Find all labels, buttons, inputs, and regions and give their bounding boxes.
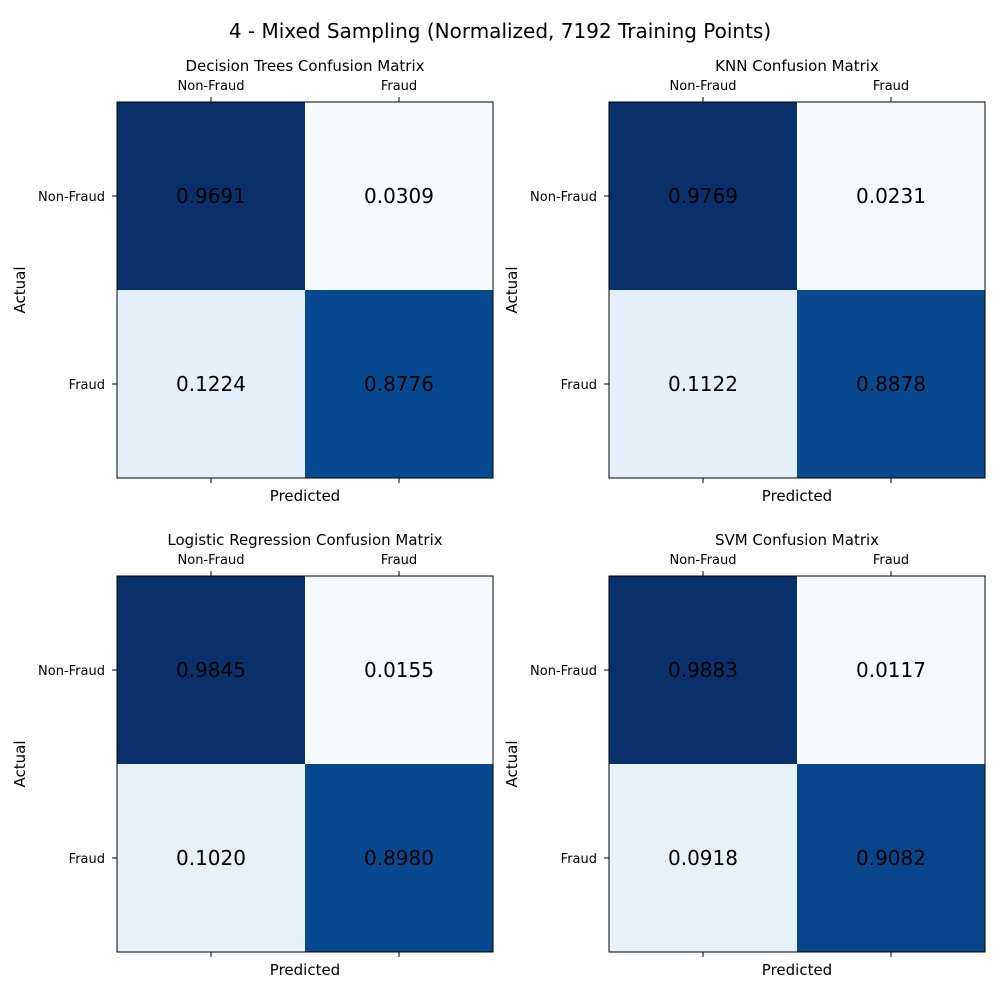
heatmap-cell bbox=[117, 764, 305, 952]
cell-value-label: 0.9691 bbox=[176, 184, 246, 208]
x-axis-label: Predicted bbox=[270, 487, 340, 505]
axes-frame bbox=[608, 575, 986, 953]
x-tick-label: Non-Fraud bbox=[670, 553, 737, 568]
cell-value-label: 0.0155 bbox=[364, 658, 434, 682]
chart-title: SVM Confusion Matrix bbox=[715, 531, 879, 549]
heatmap-cell bbox=[797, 576, 985, 764]
cell-value-label: 0.0309 bbox=[364, 184, 434, 208]
confusion-matrix-panel: 0.9769 0.0231 0.1122 0.8878 Non-Fraud Fraud No… bbox=[503, 57, 986, 505]
chart-title: Logistic Regression Confusion Matrix bbox=[167, 531, 442, 549]
axes-frame bbox=[608, 101, 986, 479]
x-tick-label: Fraud bbox=[873, 79, 909, 94]
y-axis-label: Actual bbox=[503, 267, 521, 314]
y-tick-label: Fraud bbox=[561, 378, 597, 393]
heatmap-cell bbox=[305, 102, 493, 290]
heatmap-cell bbox=[609, 764, 797, 952]
heatmap-cell bbox=[797, 764, 985, 952]
x-tick-label: Non-Fraud bbox=[670, 79, 737, 94]
heatmap-cell bbox=[797, 290, 985, 478]
cell-value-label: 0.9769 bbox=[668, 184, 738, 208]
y-tick-label: Non-Fraud bbox=[530, 190, 597, 205]
cell-value-label: 0.9845 bbox=[176, 658, 246, 682]
heatmap-cell bbox=[305, 576, 493, 764]
heatmap-cell bbox=[305, 764, 493, 952]
cell-value-label: 0.9883 bbox=[668, 658, 738, 682]
y-tick-label: Fraud bbox=[69, 378, 105, 393]
confusion-matrix-panel: 0.9691 0.0309 0.1224 0.8776 Non-Fraud Fraud No… bbox=[11, 57, 494, 505]
y-axis-label: Actual bbox=[503, 741, 521, 788]
chart-title: KNN Confusion Matrix bbox=[715, 57, 879, 75]
cell-value-label: 0.1224 bbox=[176, 372, 246, 396]
heatmap-cell bbox=[609, 576, 797, 764]
cell-value-label: 0.0918 bbox=[668, 846, 738, 870]
heatmap-cell bbox=[117, 290, 305, 478]
cell-value-label: 0.9082 bbox=[856, 846, 926, 870]
x-tick-label: Non-Fraud bbox=[178, 79, 245, 94]
cell-value-label: 0.0231 bbox=[856, 184, 926, 208]
axes-frame bbox=[116, 101, 494, 479]
y-tick-label: Fraud bbox=[561, 852, 597, 867]
figure-title: 4 - Mixed Sampling (Normalized, 7192 Tra… bbox=[229, 19, 771, 43]
cell-value-label: 0.8980 bbox=[364, 846, 434, 870]
x-axis-label: Predicted bbox=[762, 961, 832, 979]
x-tick-label: Non-Fraud bbox=[178, 553, 245, 568]
cell-value-label: 0.8878 bbox=[856, 372, 926, 396]
y-axis-label: Actual bbox=[11, 741, 29, 788]
x-tick-label: Fraud bbox=[381, 553, 417, 568]
y-axis-label: Actual bbox=[11, 267, 29, 314]
cell-value-label: 0.1020 bbox=[176, 846, 246, 870]
heatmap-cell bbox=[117, 102, 305, 290]
heatmap-cell bbox=[609, 102, 797, 290]
y-tick-label: Non-Fraud bbox=[38, 190, 105, 205]
confusion-matrix-panel: 0.9883 0.0117 0.0918 0.9082 Non-Fraud Fraud No… bbox=[503, 531, 986, 979]
confusion-matrix-panel: 0.9845 0.0155 0.1020 0.8980 Non-Fraud Fraud No… bbox=[11, 531, 494, 979]
panels: 0.9691 0.0309 0.1224 0.8776 Non-Fraud Fraud No… bbox=[11, 57, 986, 979]
x-axis-label: Predicted bbox=[762, 487, 832, 505]
y-tick-label: Non-Fraud bbox=[530, 664, 597, 679]
x-axis-label: Predicted bbox=[270, 961, 340, 979]
cell-value-label: 0.1122 bbox=[668, 372, 738, 396]
x-tick-label: Fraud bbox=[381, 79, 417, 94]
heatmap-cell bbox=[609, 290, 797, 478]
y-tick-label: Fraud bbox=[69, 852, 105, 867]
heatmap-cell bbox=[797, 102, 985, 290]
heatmap-cell bbox=[305, 290, 493, 478]
x-tick-label: Fraud bbox=[873, 553, 909, 568]
cell-value-label: 0.8776 bbox=[364, 372, 434, 396]
heatmap-cell bbox=[117, 576, 305, 764]
axes-frame bbox=[116, 575, 494, 953]
cell-value-label: 0.0117 bbox=[856, 658, 926, 682]
y-tick-label: Non-Fraud bbox=[38, 664, 105, 679]
chart-title: Decision Trees Confusion Matrix bbox=[185, 57, 424, 75]
